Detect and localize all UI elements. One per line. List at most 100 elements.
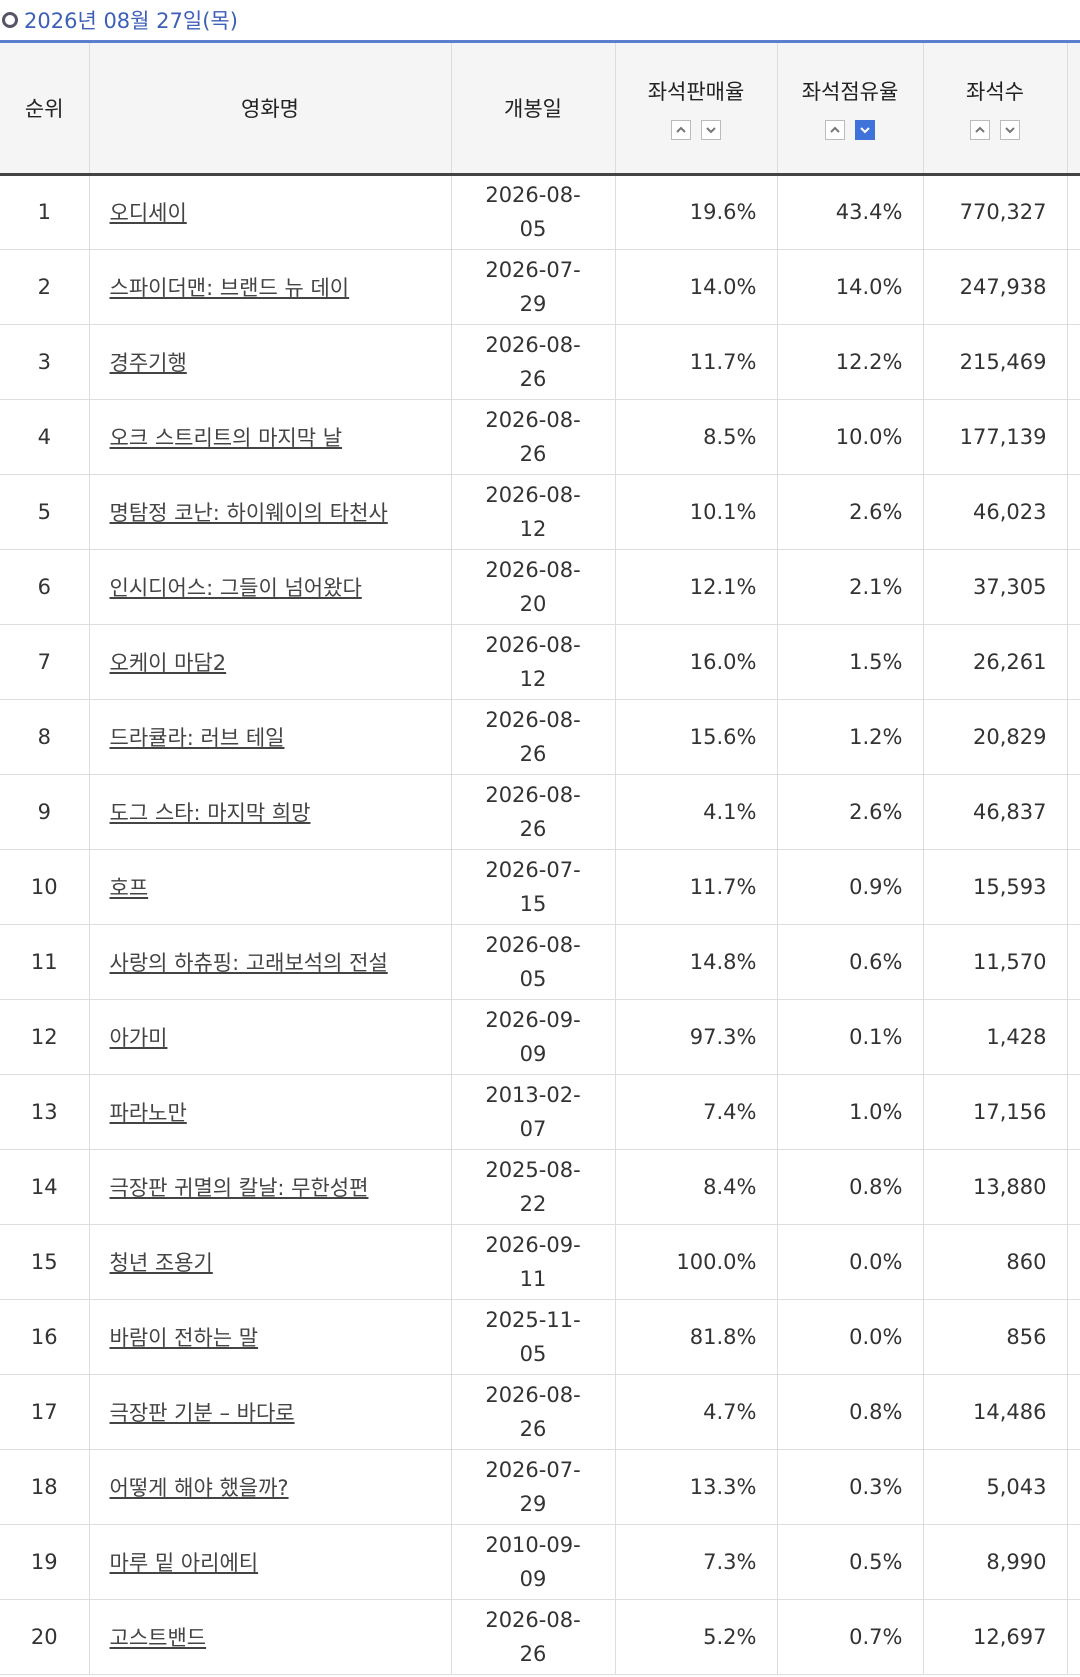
- release-date: 2010-09-09: [485, 1532, 581, 1591]
- cut-off-cell: [1066, 249, 1080, 324]
- table-row: 1 오디세이 2026-08-05 19.6% 43.4% 770,327: [0, 174, 1080, 249]
- release-date-cell: 2010-09-09: [450, 1524, 616, 1599]
- sort-asc-button[interactable]: [825, 119, 845, 140]
- movie-link[interactable]: 명탐정 코난: 하이웨이의 타천사: [109, 500, 388, 525]
- movie-link[interactable]: 오디세이: [109, 201, 187, 225]
- sort-arrow: [676, 126, 686, 133]
- column-header: 영화명: [88, 43, 452, 174]
- table-row: 16 바람이 전하는 말 2025-11-05 81.8% 0.0% 856: [0, 1299, 1080, 1374]
- release-date: 2026-08-05: [485, 183, 581, 241]
- seat-count-cell: 215,469: [922, 324, 1068, 399]
- share-rate-cell: 10.0%: [776, 399, 924, 474]
- sort-desc-button[interactable]: [701, 119, 721, 140]
- movie-link[interactable]: 극장판 귀멸의 칼날: 무한성편: [109, 1175, 369, 1200]
- share-rate-cell: 0.6%: [776, 924, 924, 999]
- table-row: 8 드라큘라: 러브 테일 2026-08-26 15.6% 1.2% 20,829: [0, 699, 1080, 774]
- column-header: 좌석수: [922, 43, 1068, 174]
- table-row: 7 오케이 마담2 2026-08-12 16.0% 1.5% 26,261: [0, 624, 1080, 699]
- sales-rate-cell: 14.8%: [614, 924, 778, 999]
- share-rate-cell: 0.8%: [776, 1149, 924, 1224]
- seat-count-cell: 8,990: [922, 1524, 1068, 1599]
- title-cell: 극장판 기분 – 바다로: [88, 1374, 452, 1449]
- movie-link[interactable]: 도그 스타: 마지막 희망: [109, 800, 311, 825]
- share-rate-cell: 0.3%: [776, 1449, 924, 1524]
- sales-rate-cell: 7.4%: [614, 1074, 778, 1149]
- sort-buttons: [778, 119, 923, 140]
- cut-off-cell: [1066, 699, 1080, 774]
- release-date: 2026-08-12: [485, 632, 581, 691]
- seat-count-cell: 856: [922, 1299, 1068, 1374]
- seat-count-cell: 13,880: [922, 1149, 1068, 1224]
- sort-asc-button[interactable]: [970, 119, 990, 140]
- movie-link[interactable]: 고스트밴드: [109, 1625, 207, 1650]
- sales-rate-cell: 19.6%: [614, 174, 778, 249]
- column-title: 순위: [24, 96, 64, 121]
- release-date-cell: 2026-08-26: [450, 324, 616, 399]
- share-rate-cell: 0.7%: [776, 1599, 924, 1674]
- date-title: 2026년 08월 27일(목): [24, 9, 238, 33]
- cut-off-cell: [1066, 474, 1080, 549]
- movie-link[interactable]: 스파이더맨: 브랜드 뉴 데이: [109, 275, 350, 300]
- movie-link[interactable]: 인시디어스: 그들이 넘어왔다: [109, 575, 362, 600]
- movie-link[interactable]: 청년 조용기: [109, 1250, 213, 1275]
- release-date-cell: 2013-02-07: [450, 1074, 616, 1149]
- movie-link[interactable]: 극장판 기분 – 바다로: [109, 1400, 295, 1425]
- sort-asc-button[interactable]: [671, 119, 691, 140]
- title-cell: 명탐정 코난: 하이웨이의 타천사: [88, 474, 452, 549]
- title-cell: 드라큘라: 러브 테일: [88, 699, 452, 774]
- sort-desc-button[interactable]: [1000, 119, 1020, 140]
- rank-cell: 3: [0, 324, 90, 399]
- movie-link[interactable]: 드라큘라: 러브 테일: [109, 725, 285, 750]
- movie-link[interactable]: 경주기행: [109, 350, 187, 375]
- sales-rate-cell: 14.0%: [614, 249, 778, 324]
- movie-link[interactable]: 파라노만: [109, 1100, 187, 1125]
- rank-cell: 20: [0, 1599, 90, 1674]
- sales-rate-cell: 15.6%: [614, 699, 778, 774]
- rank-cell: 19: [0, 1524, 90, 1599]
- cut-off-cell: [1066, 1224, 1080, 1299]
- share-rate-cell: 14.0%: [776, 249, 924, 324]
- release-date-cell: 2026-08-26: [450, 1374, 616, 1449]
- table-row: 14 극장판 귀멸의 칼날: 무한성편 2025-08-22 8.4% 0.8% 13,8…: [0, 1149, 1080, 1224]
- movie-link[interactable]: 아가미: [109, 1025, 168, 1050]
- sort-buttons: [924, 119, 1067, 140]
- movie-link[interactable]: 마루 밑 아리에티: [109, 1550, 259, 1575]
- seat-count-cell: 26,261: [922, 624, 1068, 699]
- sort-desc-button[interactable]: [855, 119, 875, 140]
- column-header: 순위: [0, 43, 90, 174]
- title-cell: 경주기행: [88, 324, 452, 399]
- movie-link[interactable]: 오크 스트리트의 마지막 날: [109, 425, 343, 450]
- sales-rate-cell: 11.7%: [614, 324, 778, 399]
- sales-rate-cell: 10.1%: [614, 474, 778, 549]
- sort-arrow: [975, 126, 985, 133]
- sales-rate-cell: 7.3%: [614, 1524, 778, 1599]
- cut-off-cell: [1066, 1599, 1080, 1674]
- seat-count-cell: 46,837: [922, 774, 1068, 849]
- table-row: 12 아가미 2026-09-09 97.3% 0.1% 1,428: [0, 999, 1080, 1074]
- movie-link[interactable]: 어떻게 해야 했을까?: [109, 1475, 289, 1500]
- seat-count-cell: 177,139: [922, 399, 1068, 474]
- movie-link[interactable]: 사랑의 하츄핑: 고래보석의 전설: [109, 950, 388, 975]
- release-date-cell: 2026-08-05: [450, 924, 616, 999]
- cut-off-cell: [1066, 1524, 1080, 1599]
- column-header: 좌석판매율: [614, 43, 778, 174]
- movie-link[interactable]: 호프: [109, 875, 149, 900]
- table-row: 10 호프 2026-07-15 11.7% 0.9% 15,593: [0, 849, 1080, 924]
- release-date: 2026-08-26: [485, 1607, 581, 1666]
- sort-arrow: [1005, 127, 1015, 134]
- bullet-icon: [2, 12, 18, 28]
- seat-count-cell: 247,938: [922, 249, 1068, 324]
- cut-off-cell: [1066, 924, 1080, 999]
- cut-off-cell: [1066, 174, 1080, 249]
- movie-link[interactable]: 오케이 마담2: [109, 650, 227, 675]
- movie-link[interactable]: 바람이 전하는 말: [109, 1325, 259, 1350]
- release-date-cell: 2026-07-29: [450, 249, 616, 324]
- share-rate-cell: 43.4%: [776, 174, 924, 249]
- sales-rate-cell: 81.8%: [614, 1299, 778, 1374]
- cut-off-cell: [1066, 849, 1080, 924]
- rank-cell: 15: [0, 1224, 90, 1299]
- table-row: 5 명탐정 코난: 하이웨이의 타천사 2026-08-12 10.1% 2.6% 46,…: [0, 474, 1080, 549]
- table-row: 3 경주기행 2026-08-26 11.7% 12.2% 215,469: [0, 324, 1080, 399]
- sales-rate-cell: 100.0%: [614, 1224, 778, 1299]
- share-rate-cell: 0.1%: [776, 999, 924, 1074]
